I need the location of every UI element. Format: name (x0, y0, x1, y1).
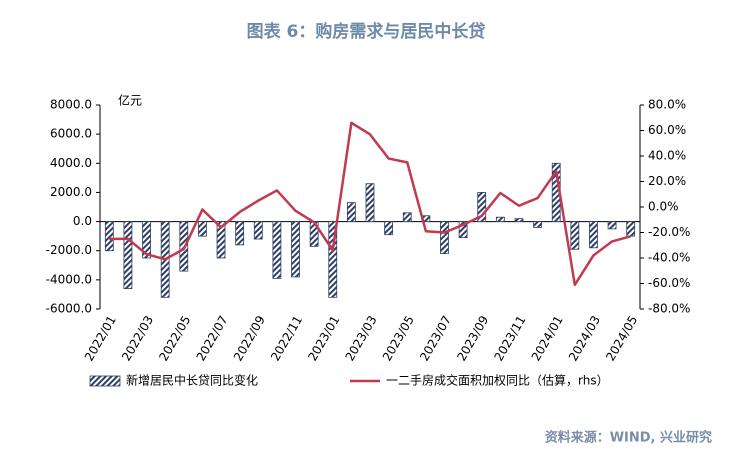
y2-tick-label: 60.0% (648, 123, 686, 137)
chart-title: 图表 6：购房需求与居民中长贷 (247, 21, 486, 42)
y-tick-label: -6000.0 (46, 302, 92, 316)
y-tick-label: 4000.0 (50, 156, 92, 170)
y2-tick-label: -20.0% (648, 225, 690, 239)
x-tick-label: 2023/03 (343, 313, 380, 363)
bar (402, 212, 412, 222)
x-tick-label: 2024/01 (529, 313, 566, 363)
y-axis-label: 亿元 (118, 93, 142, 108)
x-tick-label: 2022/01 (82, 313, 119, 363)
x-tick-label: 2023/07 (417, 313, 454, 363)
x-tick-label: 2022/09 (231, 313, 268, 363)
y-tick-label: 6000.0 (50, 127, 92, 141)
bar (477, 192, 487, 222)
x-tick-label: 2023/05 (380, 313, 417, 363)
bar (235, 221, 245, 246)
bar (104, 221, 114, 252)
y-tick-label: -2000.0 (46, 243, 92, 257)
x-tick-label: 2022/05 (156, 313, 193, 363)
bar (495, 216, 505, 222)
x-tick-label: 2023/11 (492, 313, 529, 363)
bar (142, 221, 151, 259)
legend-swatch (89, 375, 121, 387)
bar (533, 221, 542, 228)
x-tick-label: 2024/03 (566, 313, 603, 363)
y2-tick-label: -40.0% (648, 251, 690, 265)
x-tick-label: 2023/01 (305, 313, 342, 363)
bar (440, 221, 449, 255)
bar (458, 221, 468, 238)
bar (198, 221, 207, 237)
line (109, 121, 632, 287)
x-tick-label: 2022/07 (194, 313, 231, 363)
bar (291, 221, 300, 278)
bar (328, 221, 338, 298)
y-tick-label: 2000.0 (50, 185, 92, 199)
legend-label: 新增居民中长贷同比变化 (126, 373, 258, 388)
bar (626, 221, 636, 237)
bar (570, 221, 580, 250)
y2-tick-label: 40.0% (648, 149, 686, 163)
y-tick-label: 0.0 (73, 214, 92, 228)
bar (272, 221, 282, 279)
x-tick-label: 2022/11 (268, 313, 305, 363)
y-tick-label: 8000.0 (50, 98, 92, 112)
bar (384, 221, 394, 236)
y2-tick-label: -60.0% (648, 276, 690, 290)
bar (514, 218, 524, 222)
y2-tick-label: 20.0% (648, 174, 686, 188)
bar (589, 221, 598, 249)
bar (365, 183, 375, 222)
y2-tick-label: -80.0% (648, 302, 690, 316)
bar (346, 202, 356, 222)
bar (123, 221, 133, 289)
y2-tick-label: 80.0% (648, 98, 686, 112)
y2-tick-label: 0.0% (648, 200, 679, 214)
x-tick-label: 2023/09 (454, 313, 491, 363)
bar (607, 221, 617, 230)
legend-label: 一二手房成交面积加权同比（估算，rhs） (386, 373, 609, 388)
x-tick-label: 2024/05 (603, 313, 640, 363)
bar (253, 221, 263, 240)
bar (216, 221, 226, 259)
x-tick-label: 2022/03 (119, 313, 156, 363)
y-tick-label: -4000.0 (46, 272, 92, 286)
source: 资料来源：WIND, 兴业研究 (545, 430, 712, 446)
